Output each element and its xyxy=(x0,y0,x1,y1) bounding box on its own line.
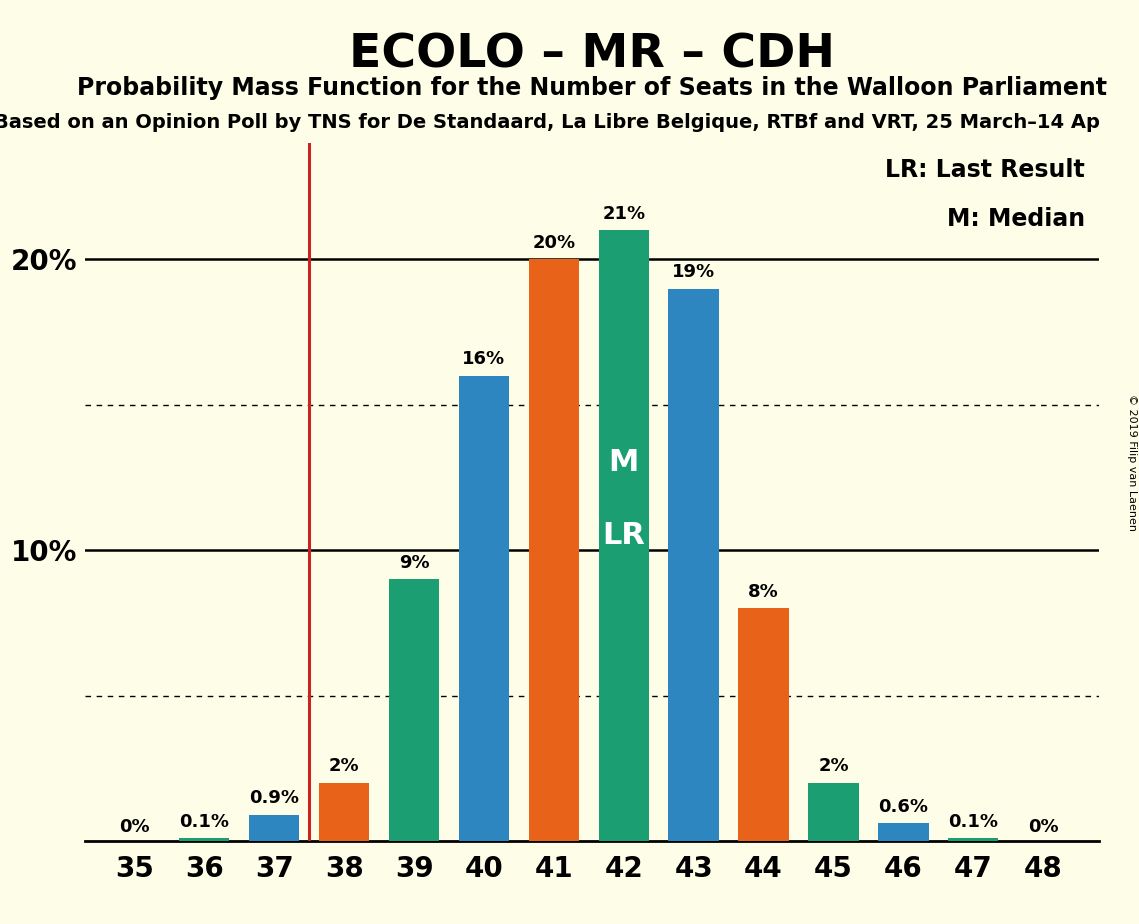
Text: ECOLO – MR – CDH: ECOLO – MR – CDH xyxy=(350,32,835,78)
Bar xyxy=(878,823,928,841)
Bar xyxy=(669,288,719,841)
Text: 0%: 0% xyxy=(120,819,149,836)
Text: M: Median: M: Median xyxy=(947,207,1085,231)
Bar xyxy=(738,608,788,841)
Text: LR: LR xyxy=(603,521,645,550)
Text: 2%: 2% xyxy=(329,758,360,775)
Text: © 2019 Filip van Laenen: © 2019 Filip van Laenen xyxy=(1126,394,1137,530)
Text: 19%: 19% xyxy=(672,263,715,281)
Text: 0.1%: 0.1% xyxy=(949,813,998,831)
Bar xyxy=(809,783,859,841)
Text: 20%: 20% xyxy=(532,234,575,252)
Bar xyxy=(528,260,579,841)
Bar xyxy=(179,838,229,841)
Text: 16%: 16% xyxy=(462,350,506,369)
Bar xyxy=(948,838,999,841)
Text: 0%: 0% xyxy=(1027,819,1058,836)
Text: 0.9%: 0.9% xyxy=(249,789,300,808)
Bar xyxy=(388,579,440,841)
Text: Based on an Opinion Poll by TNS for De Standaard, La Libre Belgique, RTBf and VR: Based on an Opinion Poll by TNS for De S… xyxy=(0,113,1100,132)
Bar xyxy=(319,783,369,841)
Text: Probability Mass Function for the Number of Seats in the Walloon Parliament: Probability Mass Function for the Number… xyxy=(77,76,1107,100)
Text: 8%: 8% xyxy=(748,583,779,601)
Text: 0.6%: 0.6% xyxy=(878,798,928,816)
Bar xyxy=(459,376,509,841)
Text: 21%: 21% xyxy=(603,205,646,224)
Text: LR: Last Result: LR: Last Result xyxy=(885,158,1085,182)
Bar xyxy=(249,815,300,841)
Text: 0.1%: 0.1% xyxy=(179,813,229,831)
Bar xyxy=(599,230,649,841)
Text: 9%: 9% xyxy=(399,554,429,572)
Text: 2%: 2% xyxy=(818,758,849,775)
Text: M: M xyxy=(608,448,639,478)
